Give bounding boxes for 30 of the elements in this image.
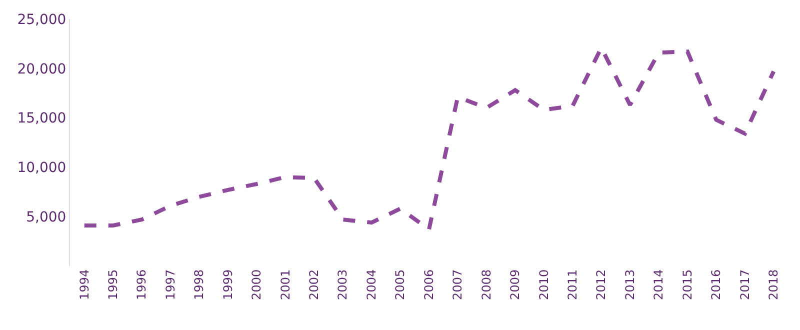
x-tick-label: 1998	[192, 269, 206, 300]
x-tick-label: 1997	[163, 269, 178, 300]
x-tick-label: 2009	[508, 269, 522, 300]
x-tick-label: 2011	[566, 269, 580, 300]
x-tick-label: 2016	[709, 269, 724, 300]
y-tick-label: 15,000	[17, 110, 66, 127]
x-tick-label: 1999	[220, 269, 235, 300]
x-tick-label: 2017	[738, 269, 752, 300]
x-tick-label: 2018	[766, 269, 781, 300]
x-tick-label: 2010	[536, 269, 551, 300]
x-tick-label: 2012	[594, 269, 608, 300]
y-tick-label: 25,000	[17, 12, 66, 28]
x-tick-label: 2000	[250, 269, 264, 300]
x-tick-label: 2013	[622, 269, 637, 300]
x-tick-label: 1995	[106, 269, 120, 300]
x-tick-label: 2008	[479, 269, 494, 300]
x-tick-label: 2002	[307, 269, 322, 300]
x-tick-label: 2004	[364, 269, 378, 300]
x-tick-label: 1994	[77, 269, 92, 300]
y-tick-label: 5,000	[26, 210, 66, 226]
x-tick-label: 2007	[450, 269, 465, 300]
y-tick-label: 10,000	[17, 160, 66, 176]
x-tick-label: 1996	[134, 269, 149, 300]
y-tick-label: 20,000	[17, 61, 66, 78]
x-tick-label: 2001	[278, 269, 292, 300]
x-tick-label: 2006	[422, 269, 436, 300]
x-tick-label: 2014	[652, 269, 666, 300]
x-tick-label: 2003	[336, 269, 350, 300]
x-tick-label: 2015	[680, 269, 694, 300]
x-tick-label: 2005	[393, 269, 408, 300]
